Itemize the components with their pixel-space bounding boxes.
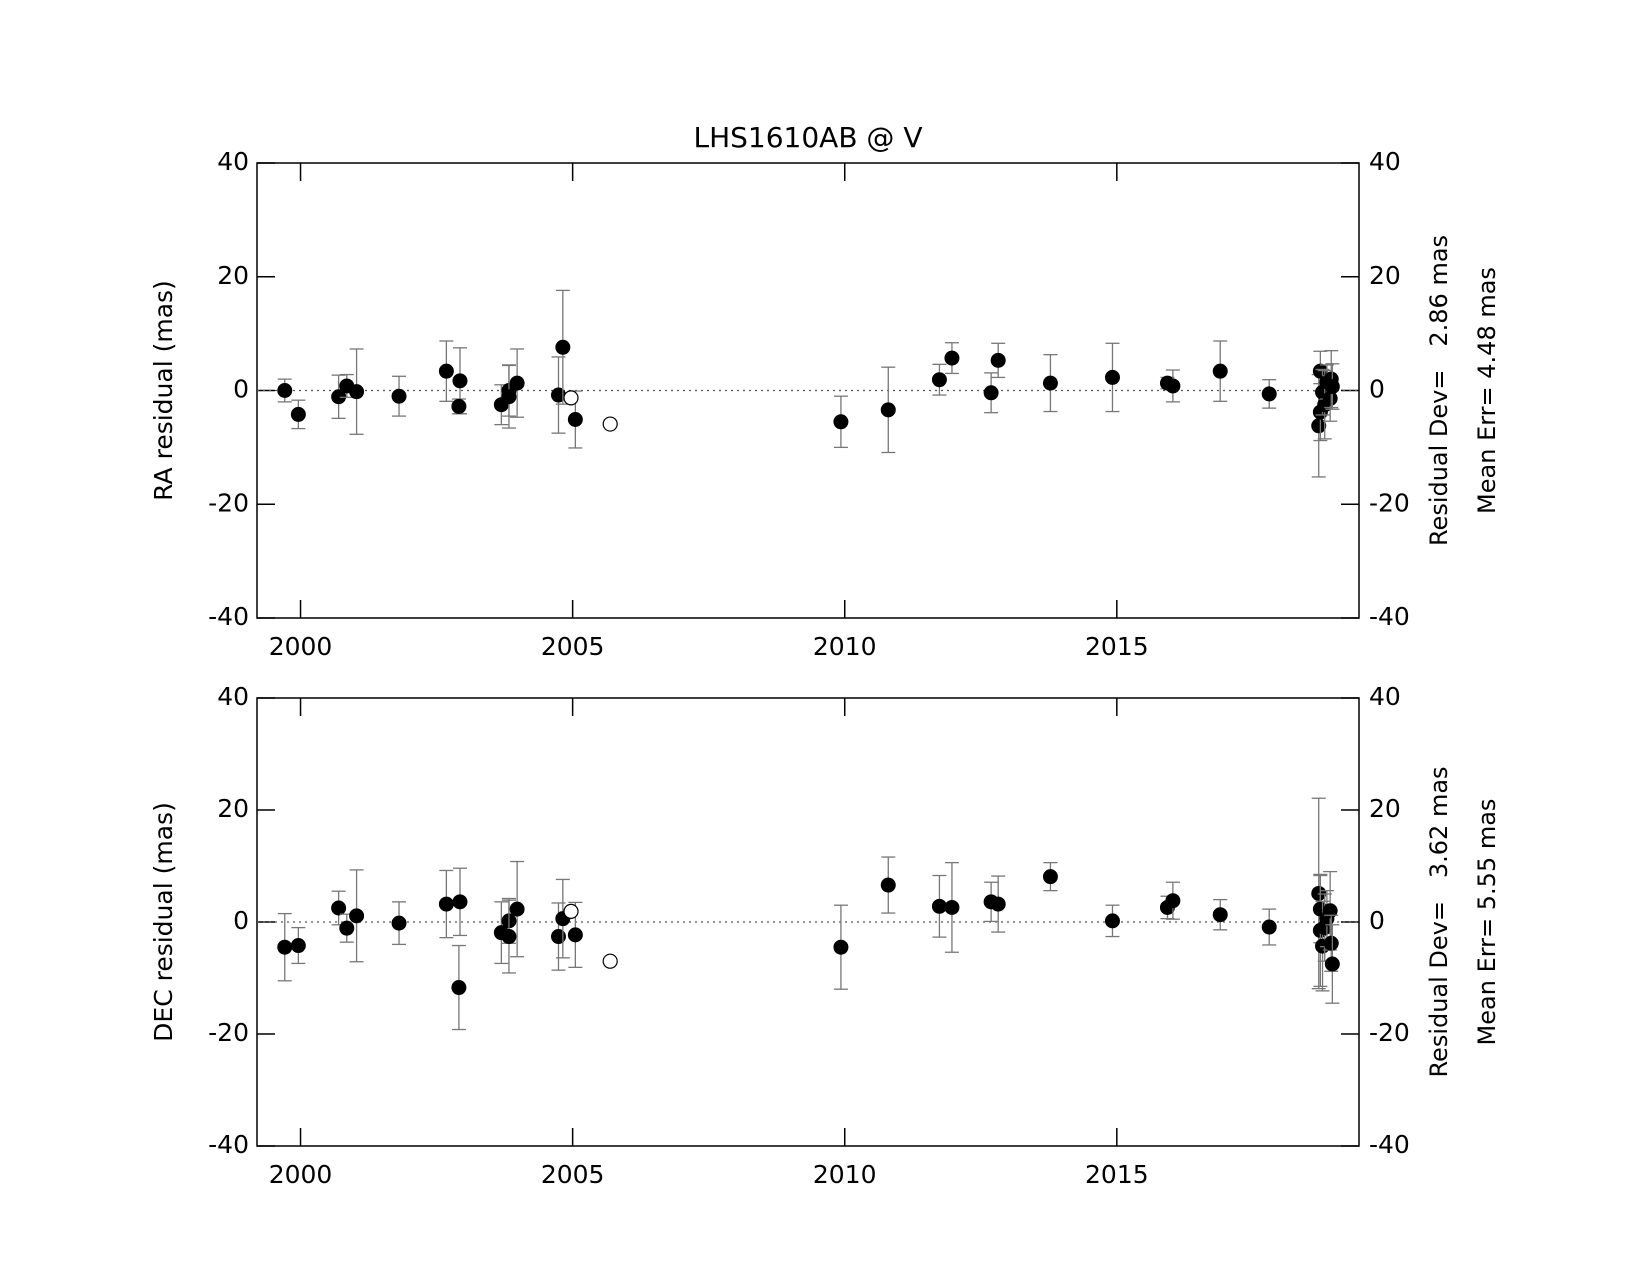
annotation: Mean Err= 5.55 mas [1473, 799, 1501, 1046]
point [349, 384, 365, 400]
point [983, 385, 999, 401]
point [452, 373, 468, 389]
point [509, 901, 525, 917]
x-tick-label: 2010 [813, 632, 877, 661]
y-tick-label: 40 [217, 682, 249, 711]
point [451, 398, 467, 414]
x-tick-label: 2005 [541, 1160, 605, 1189]
point [1042, 375, 1058, 391]
point [990, 352, 1006, 368]
annotation: Mean Err= 4.48 mas [1473, 267, 1501, 514]
point [1104, 369, 1120, 385]
point [944, 899, 960, 915]
point [602, 416, 618, 432]
y2-tick-label: -20 [1369, 488, 1410, 517]
point [331, 900, 347, 916]
point [1324, 379, 1340, 395]
point [438, 363, 454, 379]
x-tick-label: 2015 [1085, 632, 1149, 661]
point [277, 939, 293, 955]
point [1165, 893, 1181, 909]
y2-tick-label: 20 [1369, 794, 1401, 823]
y2-tick-label: -20 [1369, 1018, 1410, 1047]
point [1212, 907, 1228, 923]
point [1104, 913, 1120, 929]
point [880, 402, 896, 418]
point [567, 412, 583, 428]
point [1042, 869, 1058, 885]
point [1165, 378, 1181, 394]
y-tick-label: 20 [217, 794, 249, 823]
y-tick-label: -40 [208, 602, 249, 631]
point [833, 414, 849, 430]
y-tick-label: -20 [208, 1018, 249, 1047]
point [880, 877, 896, 893]
y-tick-label: 0 [233, 375, 249, 404]
annotation: Residual Dev= 3.62 mas [1425, 766, 1453, 1077]
x-tick-label: 2005 [541, 632, 605, 661]
y2-tick-label: 40 [1369, 682, 1401, 711]
chart-title: LHS1610AB @ V [693, 121, 922, 154]
point [833, 939, 849, 955]
point [1324, 956, 1340, 972]
point [563, 903, 579, 919]
point [349, 908, 365, 924]
point [563, 390, 579, 406]
y2-tick-label: 0 [1369, 906, 1385, 935]
x-tick-label: 2010 [813, 1160, 877, 1189]
point [931, 372, 947, 388]
point [438, 896, 454, 912]
annotation: Residual Dev= 2.86 mas [1425, 235, 1453, 546]
point [391, 915, 407, 931]
point [509, 375, 525, 391]
x-tick-label: 2000 [269, 632, 333, 661]
y-tick-label: 0 [233, 906, 249, 935]
point [391, 388, 407, 404]
point [501, 389, 517, 405]
y-axis-label: DEC residual (mas) [149, 802, 178, 1042]
point [944, 350, 960, 366]
point [555, 339, 571, 355]
point [1323, 935, 1339, 951]
point [990, 896, 1006, 912]
y2-tick-label: 40 [1369, 147, 1401, 176]
point [1322, 903, 1338, 919]
point [1261, 919, 1277, 935]
y-tick-label: -40 [208, 1130, 249, 1159]
point [290, 938, 306, 954]
point [550, 929, 566, 945]
point [451, 980, 467, 996]
y-tick-label: -20 [208, 488, 249, 517]
point [931, 898, 947, 914]
point [277, 383, 293, 398]
y2-tick-label: -40 [1369, 1130, 1410, 1159]
point [1261, 386, 1277, 402]
point [290, 406, 306, 422]
point [1212, 363, 1228, 379]
x-tick-label: 2015 [1085, 1160, 1149, 1189]
point [339, 920, 355, 936]
point [501, 929, 517, 945]
y2-tick-label: 20 [1369, 261, 1401, 290]
y2-tick-label: 0 [1369, 375, 1385, 404]
y-tick-label: 40 [217, 147, 249, 176]
point [452, 894, 468, 910]
point [602, 953, 618, 969]
y-axis-label: RA residual (mas) [149, 280, 178, 501]
y-tick-label: 20 [217, 261, 249, 290]
y2-tick-label: -40 [1369, 602, 1410, 631]
point [567, 927, 583, 943]
x-tick-label: 2000 [269, 1160, 333, 1189]
